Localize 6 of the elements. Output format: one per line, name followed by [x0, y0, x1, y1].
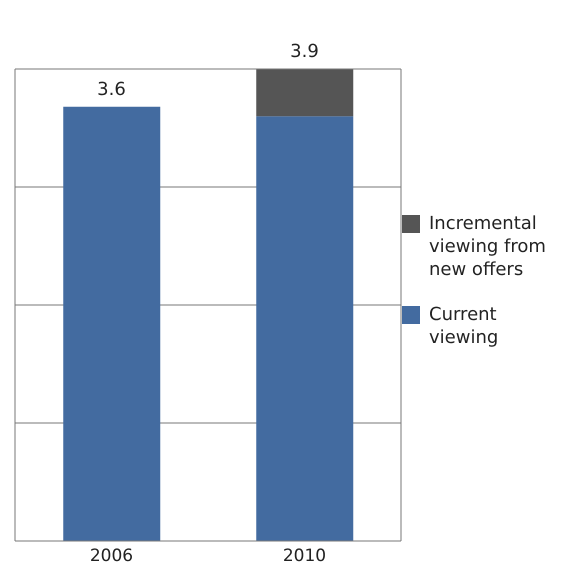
annotation: 3.9 — [290, 41, 319, 62]
legend-label: Incremental viewing from new offers — [429, 212, 547, 281]
x-tick-label: 2006 — [90, 546, 134, 566]
legend-label: Current viewing — [429, 303, 500, 349]
x-tick-label: 2010 — [282, 546, 326, 566]
annotation: 3.6 — [97, 78, 126, 100]
